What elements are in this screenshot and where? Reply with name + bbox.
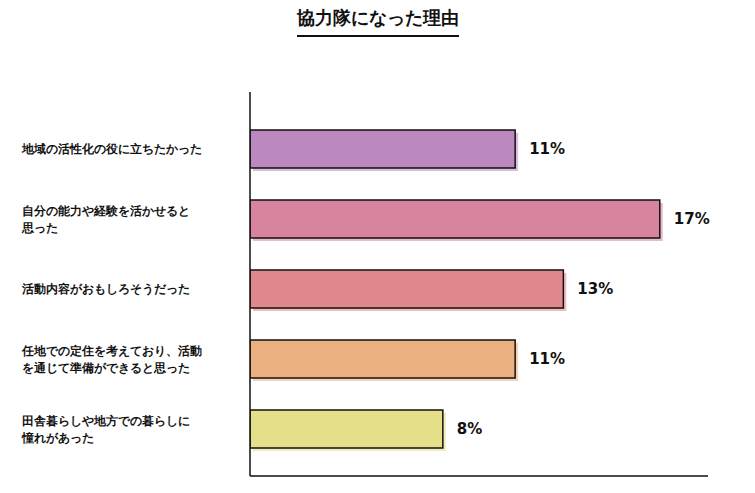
svg-text:11%: 11% — [529, 140, 565, 158]
svg-text:17%: 17% — [674, 210, 710, 228]
svg-text:田舎暮らしや地方での暮らしに憧れがあった: 田舎暮らしや地方での暮らしに憧れがあった — [21, 414, 190, 445]
svg-text:13%: 13% — [577, 280, 613, 298]
svg-text:8%: 8% — [457, 420, 482, 438]
svg-text:11%: 11% — [529, 350, 565, 368]
svg-text:活動内容がおもしろそうだった: 活動内容がおもしろそうだった — [21, 282, 190, 296]
svg-text:地域の活性化の役に立ちたかった: 地域の活性化の役に立ちたかった — [21, 142, 202, 156]
svg-text:任地での定住を考えており、活動を通じて準備ができると思った: 任地での定住を考えており、活動を通じて準備ができると思った — [21, 344, 202, 375]
html-text:協力隊になった理由: 協力隊になった理由 — [296, 7, 459, 28]
svg-text:自分の能力や経験を活かせると思った: 自分の能力や経験を活かせると思った — [21, 204, 190, 235]
